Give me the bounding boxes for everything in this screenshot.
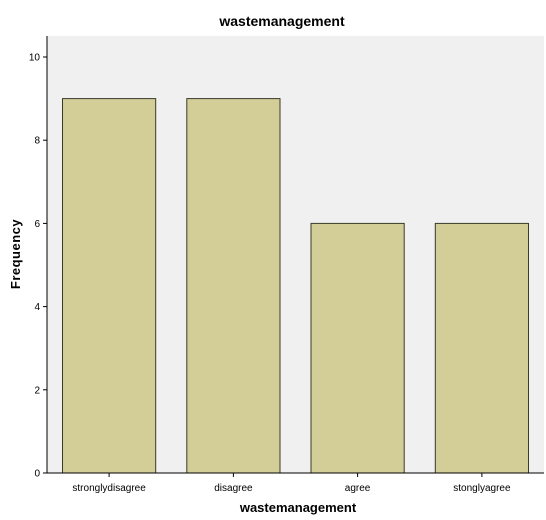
bar-stronglydisagree (62, 98, 157, 474)
y-tick-label: 6 (34, 219, 40, 230)
x-tick-label-stronglydisagree: stronglydisagree (72, 483, 146, 494)
y-axis-label: Frequency (8, 219, 23, 290)
y-tick-label: 0 (34, 469, 40, 480)
y-tick-label: 2 (34, 385, 40, 396)
y-ticks-group: 0 2 4 6 8 10 (29, 53, 47, 480)
y-tick-label: 10 (29, 53, 41, 64)
x-tick-label-disagree: disagree (214, 483, 253, 494)
x-axis-label: wastemanagement (239, 500, 357, 515)
bar-agree (310, 222, 405, 474)
chart-title: wastemanagement (218, 13, 345, 29)
bar-disagree (186, 98, 281, 474)
x-ticks-group: stronglydisagree disagree agree stonglyagre… (72, 473, 511, 494)
x-tick-label-stonglyagree: stonglyagree (453, 483, 511, 494)
y-tick-label: 8 (34, 136, 40, 147)
bars-group (62, 98, 529, 474)
x-tick-label-agree: agree (345, 483, 371, 494)
bar-stonglyagree (434, 222, 529, 474)
y-tick-label: 4 (34, 302, 40, 313)
